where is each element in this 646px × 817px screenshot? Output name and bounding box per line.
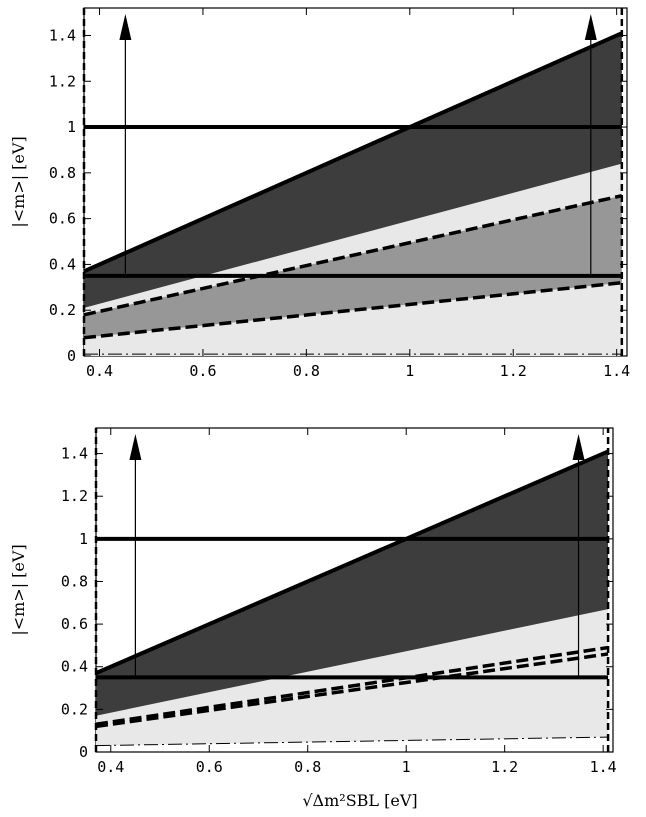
top-panel: 0.4 0.6 0.8 1 1.2 1.4 0 0.2 0.4 0.6 0.8 1 1.2 1.4 |<m>… [9, 7, 630, 380]
bound-line-dashed-thick [95, 645, 609, 727]
y-tick-label: 0.8 [49, 164, 76, 182]
y-tick-label: 1.4 [49, 26, 76, 44]
y-tick-label: 0.8 [61, 572, 88, 590]
y-tick-label: 0.2 [49, 301, 76, 319]
x-tick-label: 0.4 [86, 362, 113, 380]
x-tick-label: 0.8 [294, 758, 321, 776]
y-tick-label: 0 [79, 743, 88, 761]
y-tick-label: 1.4 [61, 445, 88, 463]
x-axis-label: √Δm²SBL [eV] [302, 791, 417, 810]
bound-line-dashed-thick [95, 652, 609, 729]
bottom-panel: 0.4 0.6 0.8 1 1.2 1.4 0 0.2 0.4 0.6 0.8 1 1.2 1.4 |<m>… [9, 427, 617, 776]
y-tick-label: 1.2 [49, 72, 76, 90]
arrow-head [584, 14, 597, 40]
bound-line-solid-thick [95, 449, 609, 675]
x-tick-label: 1.2 [491, 758, 518, 776]
bound-line-dashed-thick [83, 280, 623, 340]
x-tick-label: 0.6 [196, 758, 223, 776]
y-axis-label: |<m>| [eV] [9, 544, 28, 635]
y-tick-label: 0.4 [49, 255, 76, 273]
y-tick-label: 1.2 [61, 487, 88, 505]
y-tick-label: 0.2 [61, 700, 88, 718]
y-tick-label: 0 [67, 347, 76, 365]
allowed-band [84, 195, 622, 338]
arrow-head [572, 434, 585, 460]
allowed-band [96, 451, 609, 716]
y-tick-label: 0.6 [61, 615, 88, 633]
x-tick-label: 1 [405, 362, 414, 380]
bound-line-dashed-thick [83, 194, 623, 317]
y-tick-label: 1 [67, 118, 76, 136]
x-tick-label: 0.8 [293, 362, 320, 380]
x-tick-label: 1.4 [590, 758, 617, 776]
y-tick-label: 1 [79, 530, 88, 548]
x-tick-label: 0.4 [97, 758, 124, 776]
bound-line-dashdot-thin [95, 736, 609, 747]
y-axis-label: |<m>| [eV] [9, 136, 28, 227]
y-tick-label: 0.6 [49, 210, 76, 228]
allowed-band [84, 33, 622, 308]
y-tick-label: 0.4 [61, 658, 88, 676]
x-tick-label: 0.6 [189, 362, 216, 380]
x-tick-label: 1.4 [603, 362, 630, 380]
arrow-head [129, 434, 142, 460]
arrow-head [119, 14, 132, 40]
x-tick-label: 1.2 [500, 362, 527, 380]
x-tick-label: 1 [402, 758, 411, 776]
bound-line-solid-thick [83, 31, 623, 274]
